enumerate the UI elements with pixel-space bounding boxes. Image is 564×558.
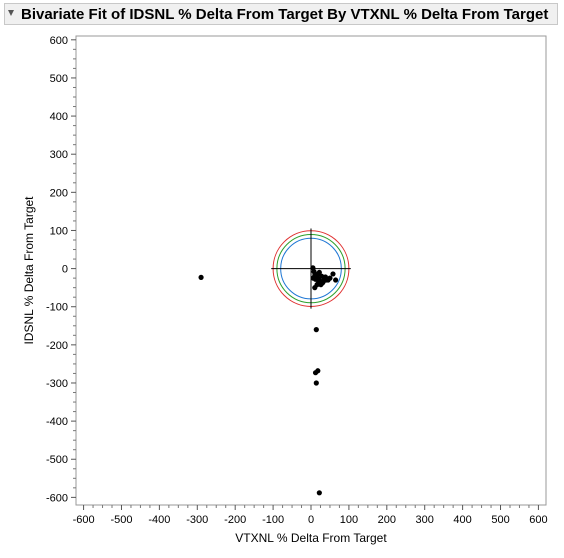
data-points <box>198 265 339 496</box>
y-tick-label: -100 <box>46 302 68 314</box>
data-point <box>310 275 316 281</box>
y-tick-label: 200 <box>50 187 68 199</box>
y-tick-label: 100 <box>50 225 68 237</box>
y-tick-label: 0 <box>62 264 68 276</box>
data-point <box>316 269 322 276</box>
x-tick-label: -300 <box>186 514 208 526</box>
data-point <box>333 277 339 283</box>
x-tick-label: -600 <box>73 514 95 526</box>
data-point <box>316 490 322 496</box>
y-axis-title: IDSNL % Delta From Target <box>22 196 36 345</box>
x-tick-label: 400 <box>453 514 471 526</box>
x-tick-label: 600 <box>529 514 547 526</box>
x-tick-label: 0 <box>308 514 314 526</box>
report-title: Bivariate Fit of IDSNL % Delta From Targ… <box>21 5 549 23</box>
data-point <box>325 277 331 283</box>
data-point <box>313 380 319 386</box>
y-tick-label: -400 <box>46 416 68 428</box>
x-tick-label: -500 <box>110 514 132 526</box>
y-tick-label: 300 <box>50 149 68 161</box>
data-point <box>313 327 319 333</box>
data-point <box>310 265 316 271</box>
data-point <box>330 271 336 277</box>
y-tick-label: 600 <box>50 35 68 47</box>
x-tick-label: -400 <box>148 514 170 526</box>
y-tick-label: 400 <box>50 111 68 123</box>
disclosure-triangle-icon[interactable] <box>7 7 15 21</box>
axis-ticks: -600 -500 -400 -300 -200 -100 0 100 200 300 400 500… <box>46 35 548 526</box>
data-point <box>198 274 204 280</box>
data-point <box>315 280 322 286</box>
data-point <box>312 370 319 376</box>
y-tick-label: 500 <box>50 73 68 85</box>
y-tick-label: -200 <box>46 340 68 352</box>
y-tick-label: -600 <box>46 492 68 504</box>
report-title-bar[interactable]: Bivariate Fit of IDSNL % Delta From Targ… <box>4 3 558 25</box>
x-tick-label: 200 <box>378 514 396 526</box>
x-axis-title: VTXNL % Delta From Target <box>235 531 387 545</box>
x-tick-label: 100 <box>340 514 358 526</box>
x-tick-label: 500 <box>491 514 509 526</box>
x-tick-label: -100 <box>262 514 284 526</box>
x-tick-label: 300 <box>416 514 434 526</box>
y-tick-label: -500 <box>46 454 68 466</box>
y-tick-label: -300 <box>46 378 68 390</box>
x-tick-label: -200 <box>224 514 246 526</box>
